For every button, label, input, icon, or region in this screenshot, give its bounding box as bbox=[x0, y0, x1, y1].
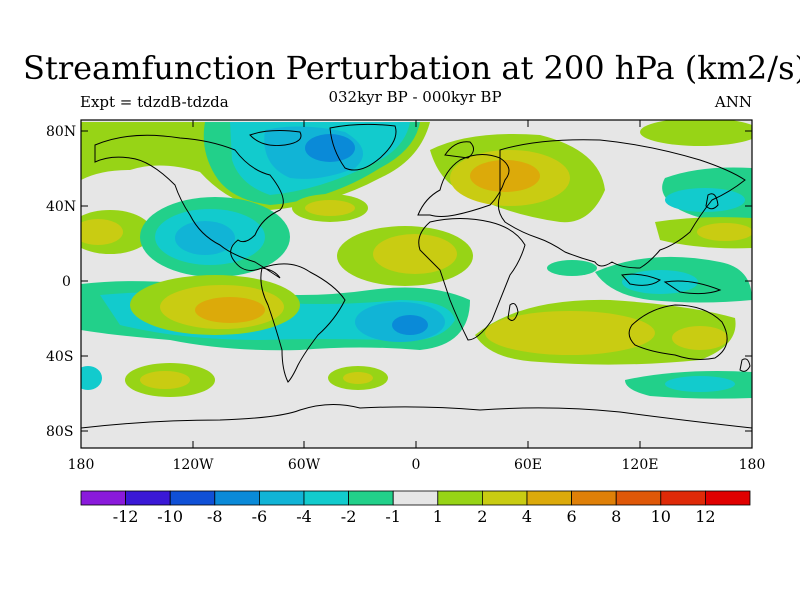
colorbar-label: -1 bbox=[385, 507, 401, 526]
colorbar-swatch bbox=[80, 490, 126, 506]
lon-label-60e: 60E bbox=[513, 457, 543, 473]
colorbar-label: 8 bbox=[611, 507, 622, 526]
colorbar-swatch bbox=[526, 490, 572, 506]
colorbar-swatch bbox=[571, 490, 617, 506]
experiment-label: Expt = tdzdB-tdzda bbox=[80, 93, 229, 111]
lat-label-80n: 80N bbox=[46, 124, 77, 140]
colorbar-swatch bbox=[660, 490, 706, 506]
lat-ticks bbox=[81, 130, 752, 432]
colorbar-swatch bbox=[258, 490, 305, 506]
colorbar-label: -2 bbox=[340, 507, 357, 526]
colorbar-label: 6 bbox=[566, 507, 577, 526]
lon-label-60w: 60W bbox=[287, 457, 321, 473]
lon-label-120w: 120W bbox=[172, 457, 214, 473]
coastlines bbox=[81, 123, 752, 429]
colorbar-label: 4 bbox=[521, 507, 533, 526]
map-subtitle: 032kyr BP - 000kyr BP bbox=[328, 88, 502, 106]
colorbar-label: 10 bbox=[650, 507, 671, 526]
lat-label-0: 0 bbox=[62, 274, 71, 290]
lon-label-180e: 180 bbox=[738, 457, 766, 473]
colorbar-swatch bbox=[437, 490, 483, 506]
colorbar bbox=[80, 490, 751, 506]
streamfunction-field bbox=[81, 120, 752, 448]
colorbar-label: -8 bbox=[207, 507, 223, 526]
colorbar-label: 2 bbox=[477, 507, 488, 526]
colorbar-label: -12 bbox=[112, 507, 139, 526]
colorbar-label: -4 bbox=[296, 507, 312, 526]
colorbar-swatch bbox=[705, 490, 751, 506]
colorbar-label: 12 bbox=[695, 507, 716, 526]
season-label: ANN bbox=[714, 93, 752, 111]
colorbar-swatch bbox=[392, 490, 439, 506]
lon-ticks bbox=[80, 120, 641, 448]
lat-label-40n: 40N bbox=[46, 199, 77, 215]
lat-label-80s: 80S bbox=[46, 424, 74, 440]
colorbar-swatch bbox=[615, 490, 662, 506]
lon-label-0: 0 bbox=[411, 457, 421, 473]
colorbar-swatch bbox=[481, 490, 528, 506]
lat-label-40s: 40S bbox=[46, 349, 74, 365]
colorbar-label: 1 bbox=[432, 507, 443, 526]
lon-label-180w: 180 bbox=[67, 457, 95, 473]
colorbar-swatch bbox=[125, 490, 171, 506]
map-title: Streamfunction Perturbation at 200 hPa (… bbox=[23, 49, 800, 87]
colorbar-swatch bbox=[348, 490, 394, 506]
colorbar-swatch bbox=[169, 490, 216, 506]
colorbar-swatch bbox=[214, 490, 260, 506]
colorbar-swatch bbox=[303, 490, 349, 506]
lon-label-120e: 120E bbox=[621, 457, 659, 473]
colorbar-label: -10 bbox=[157, 507, 184, 526]
colorbar-label: -6 bbox=[251, 507, 268, 526]
